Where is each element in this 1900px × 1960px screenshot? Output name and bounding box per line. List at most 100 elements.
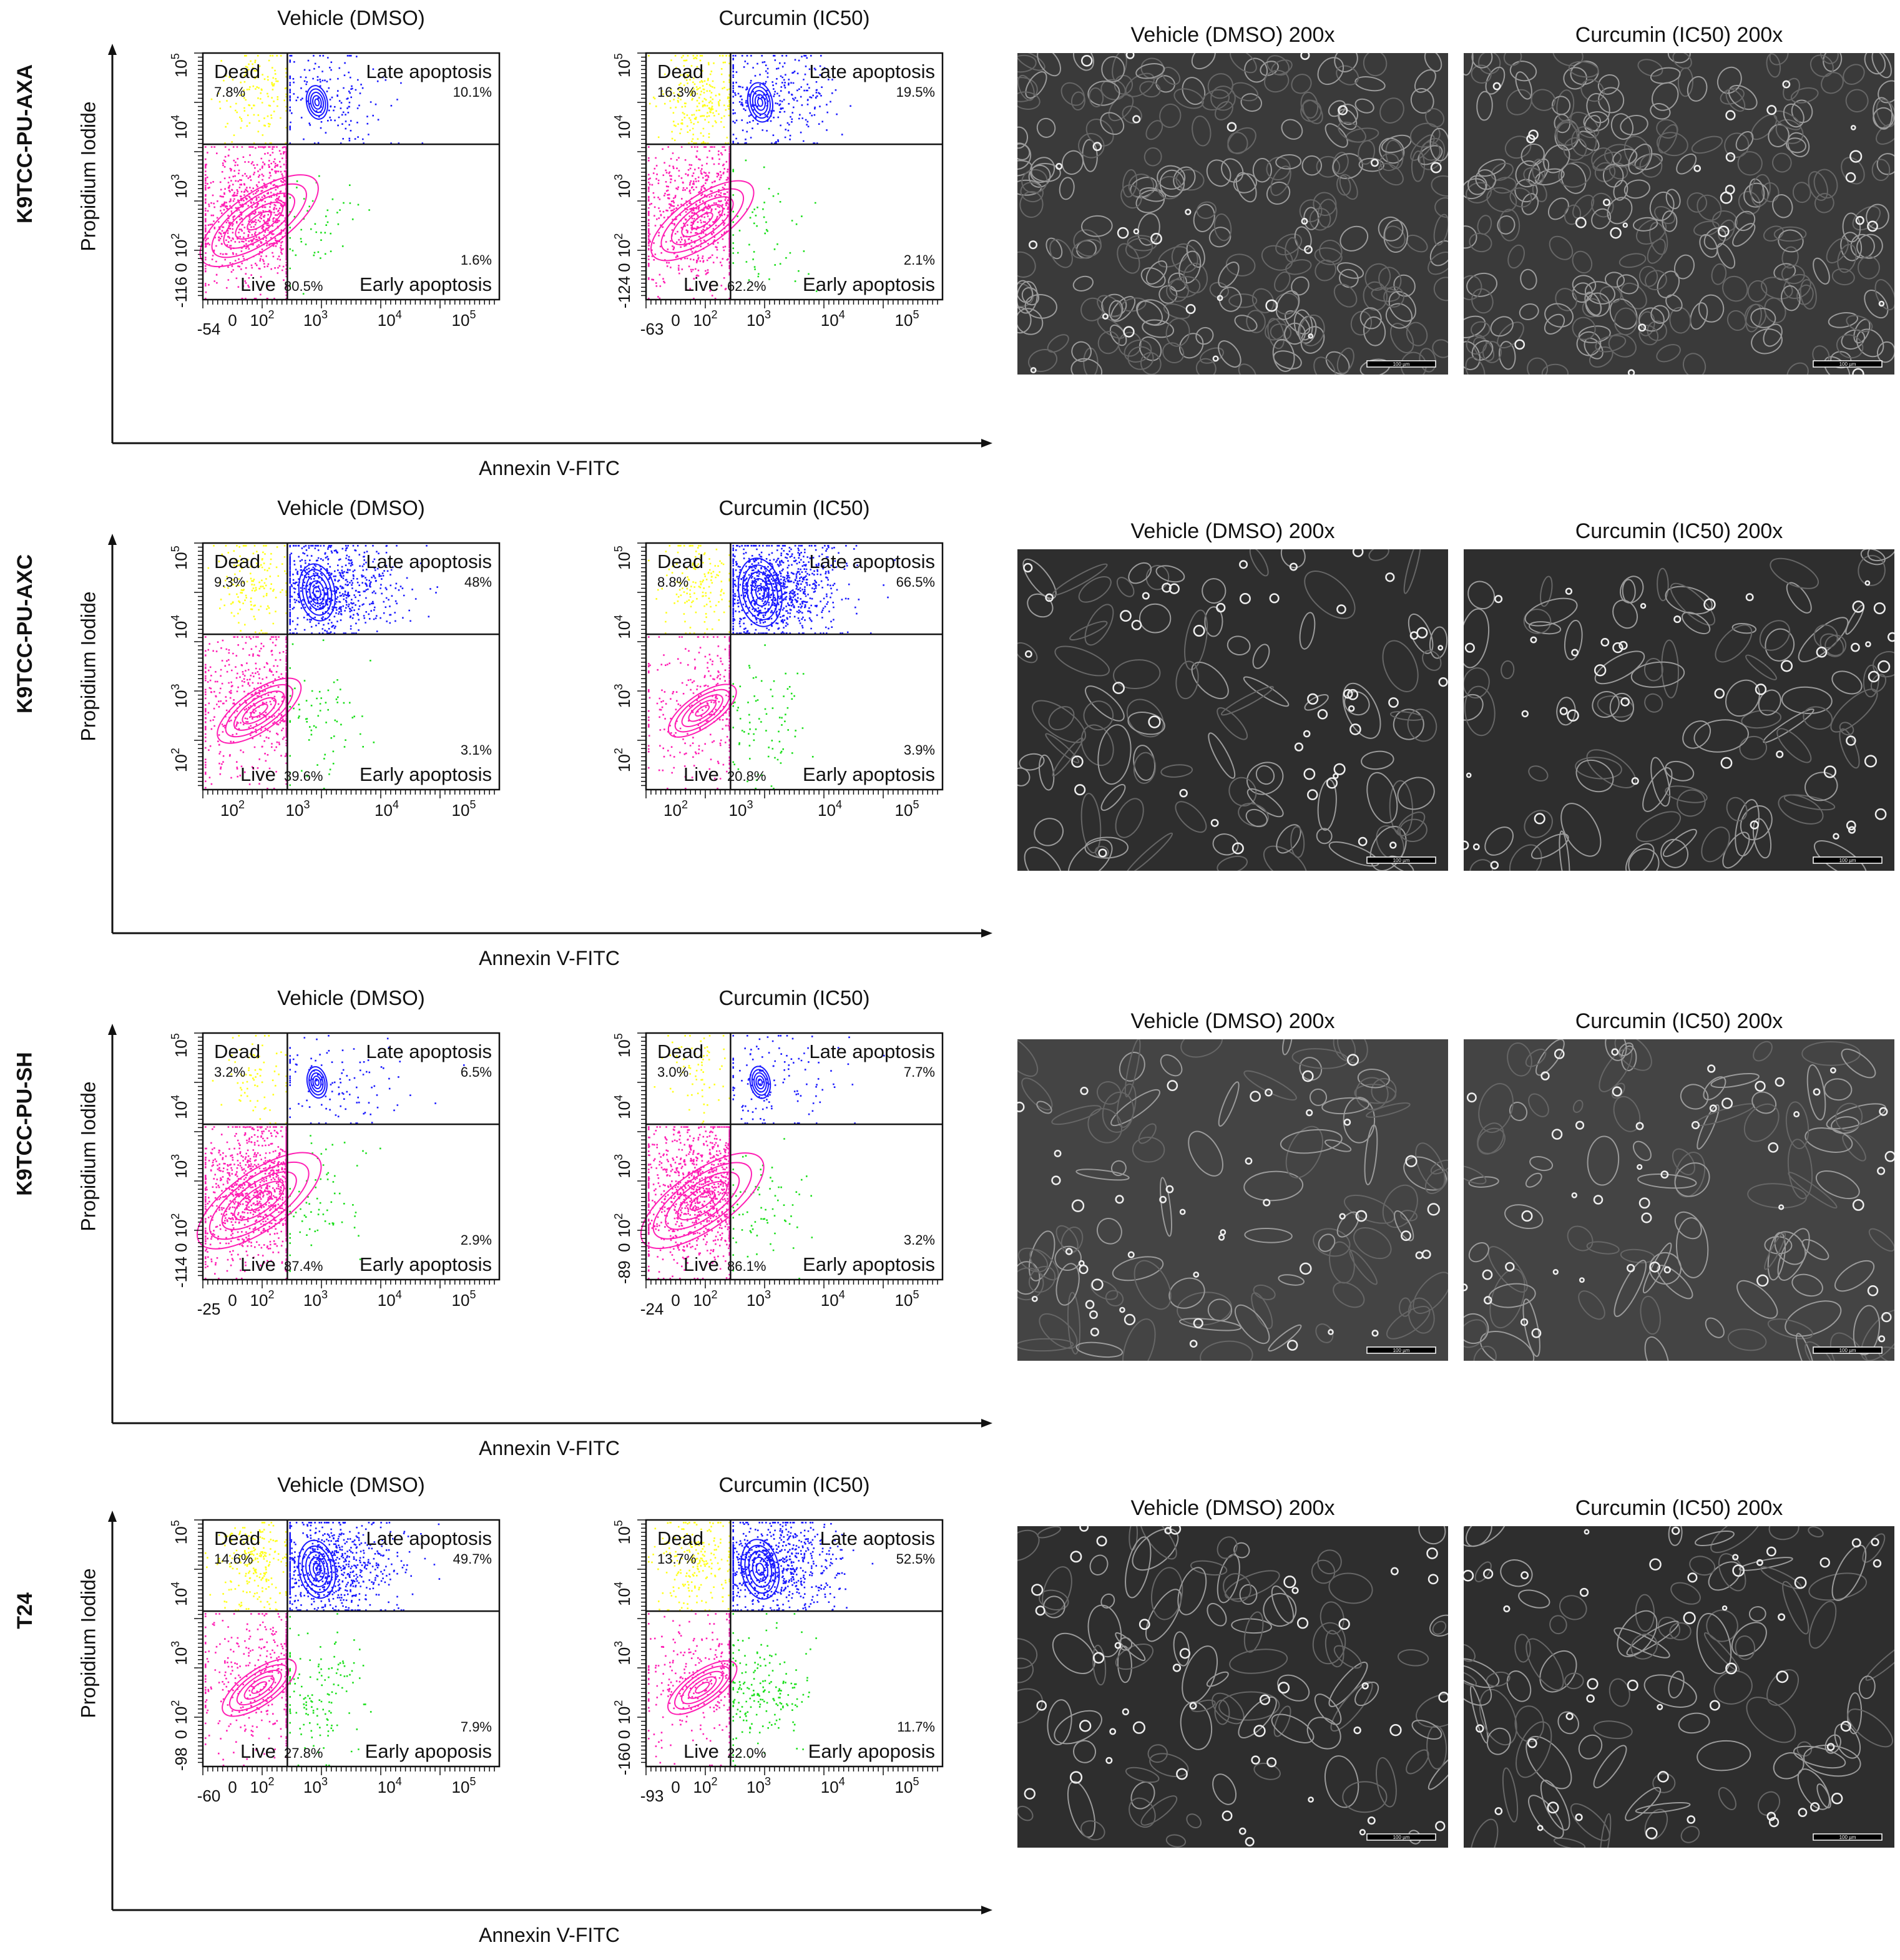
y-tick-label: 103 xyxy=(169,1641,190,1665)
early-percent: 11.7% xyxy=(897,1719,935,1735)
quadrant-label-live: Live xyxy=(683,1253,719,1275)
row-label-cell-line: T24 xyxy=(12,1367,37,1854)
scale-bar xyxy=(1813,360,1883,368)
y-tick-label: 105 xyxy=(612,546,634,570)
late-percent: 66.5% xyxy=(896,574,935,590)
x-tick-label: 0 xyxy=(228,1778,237,1796)
y-axis-label: Propidium Iodide xyxy=(77,1568,100,1718)
late-contour xyxy=(298,563,336,622)
micrograph-image: 100 µm xyxy=(1017,1526,1448,1848)
panel-title: Curcumin (IC50) xyxy=(718,986,870,1009)
flow-plot: Vehicle (DMSO) Dead 7.8% Late apoptosis 10.1… xyxy=(119,0,518,399)
micrograph-image: 100 µm xyxy=(1017,53,1448,375)
x-tick-label: 104 xyxy=(378,308,402,330)
event-dots xyxy=(205,1522,441,1766)
y-tick-label: 105 xyxy=(169,1033,190,1057)
scale-bar xyxy=(1813,856,1883,864)
cell-line-name: K9TCC-PU-AXC xyxy=(12,554,37,713)
quadrant-label-dead: Dead xyxy=(214,551,260,572)
y-tick-label: 102 xyxy=(169,1213,190,1238)
x-tick-label: 104 xyxy=(818,798,842,820)
y-tick-label: 104 xyxy=(169,1582,190,1606)
event-dots-dead xyxy=(205,1522,287,1611)
dead-percent: 16.3% xyxy=(657,84,696,100)
early-percent: 2.1% xyxy=(904,252,935,268)
live-percent: 86.1% xyxy=(727,1258,766,1274)
y-tick-label: 104 xyxy=(612,1095,634,1119)
live-contour xyxy=(667,684,737,738)
quadrant-label-late: Late apoptosis xyxy=(366,1041,492,1062)
quadrant-label-late: Late apoptosis xyxy=(809,551,935,572)
micrograph-title: Vehicle (DMSO) 200x xyxy=(1130,1496,1335,1520)
live-contour xyxy=(640,1152,765,1250)
quadrant-label-late: Late apoptosis xyxy=(366,551,492,572)
micrograph-image: 100 µm xyxy=(1464,53,1894,375)
y-tick-label: 105 xyxy=(169,53,190,77)
quadrant-label-live: Live xyxy=(683,1740,719,1762)
event-dots-live xyxy=(648,146,730,300)
micrograph-canvas: 100 µm xyxy=(1464,1526,1894,1848)
micrograph-title: Curcumin (IC50) 200x xyxy=(1575,519,1783,543)
y-tick-label: -114 xyxy=(172,1257,190,1288)
x-tick-label: 105 xyxy=(895,1288,919,1310)
late-contour xyxy=(306,1066,328,1099)
cell-texture xyxy=(1464,549,1894,871)
late-percent: 48% xyxy=(464,574,492,590)
event-dots-live xyxy=(205,1613,287,1766)
flow-svg: Dead 3.0% Late apoptosis 7.7% Live 86.1% Early… xyxy=(612,1032,944,1318)
ticks xyxy=(194,542,495,798)
y-axis-label: Propidium Iodide xyxy=(77,1081,100,1232)
cell-line-name: K9TCC-PU-AXA xyxy=(12,64,37,223)
ticks xyxy=(637,52,938,308)
x-tick-label: 104 xyxy=(378,1288,402,1310)
scale-bar-label: 100 µm xyxy=(1839,361,1856,367)
quadrant-label-live: Live xyxy=(240,273,276,295)
live-contour xyxy=(199,174,319,268)
x-tick-label: 105 xyxy=(895,1775,919,1796)
y-tick-label: 0 xyxy=(615,1243,634,1252)
scale-bar-label: 100 µm xyxy=(1393,1835,1410,1840)
event-dots-dead xyxy=(648,1522,730,1611)
y-tick-label: 102 xyxy=(169,1700,190,1725)
late-contour xyxy=(747,82,773,123)
early-percent: 2.9% xyxy=(461,1232,492,1248)
ticks xyxy=(194,1032,495,1288)
ticks xyxy=(194,52,495,308)
quadrant-label-dead: Dead xyxy=(657,551,703,572)
scale-bar xyxy=(1366,856,1436,864)
event-dots-live xyxy=(648,1126,730,1280)
flow-plot: Vehicle (DMSO) Dead 9.3% Late apoptosis 48% L… xyxy=(119,490,518,889)
y-tick-label: -124 xyxy=(615,276,634,308)
x-tick-label: -25 xyxy=(197,1300,221,1318)
quadrant-label-live: Live xyxy=(683,763,719,785)
x-tick-label: 102 xyxy=(693,1775,718,1796)
panel-title: Vehicle (DMSO) xyxy=(277,496,425,519)
y-tick-label: 102 xyxy=(612,233,634,258)
scale-bar xyxy=(1366,360,1436,368)
quadrant-label-late: Late apoptosis xyxy=(809,1041,935,1062)
y-axis-label: Propidium Iodide xyxy=(77,101,100,252)
ticks xyxy=(637,1519,938,1775)
scale-bar-label: 100 µm xyxy=(1839,1835,1856,1840)
scale-bar-label: 100 µm xyxy=(1839,858,1856,863)
y-tick-label: 105 xyxy=(169,1520,190,1544)
row-axes xyxy=(108,1511,992,1914)
plot-frame xyxy=(202,1032,501,1281)
x-axis-label: Annexin V-FITC xyxy=(479,1437,620,1459)
early-percent: 3.1% xyxy=(461,742,492,758)
y-tick-label: 103 xyxy=(169,1154,190,1178)
scale-bar-label: 100 µm xyxy=(1393,1348,1410,1353)
event-dots-early xyxy=(732,644,814,790)
x-tick-label: 102 xyxy=(664,798,688,820)
x-tick-label: 103 xyxy=(747,1775,771,1796)
panel-title: Curcumin (IC50) xyxy=(718,496,870,519)
x-tick-label: 105 xyxy=(452,1775,476,1796)
flow-plot: Curcumin (IC50) Dead 8.8% Late apoptosis 66.… xyxy=(562,490,961,889)
live-percent: 27.8% xyxy=(284,1745,323,1761)
live-percent: 80.5% xyxy=(284,278,323,294)
live-contour xyxy=(222,1658,297,1717)
event-dots-early xyxy=(289,175,370,295)
event-dots-dead xyxy=(210,55,287,144)
y-tick-label: 102 xyxy=(612,1700,634,1725)
early-percent: 3.2% xyxy=(904,1232,935,1248)
